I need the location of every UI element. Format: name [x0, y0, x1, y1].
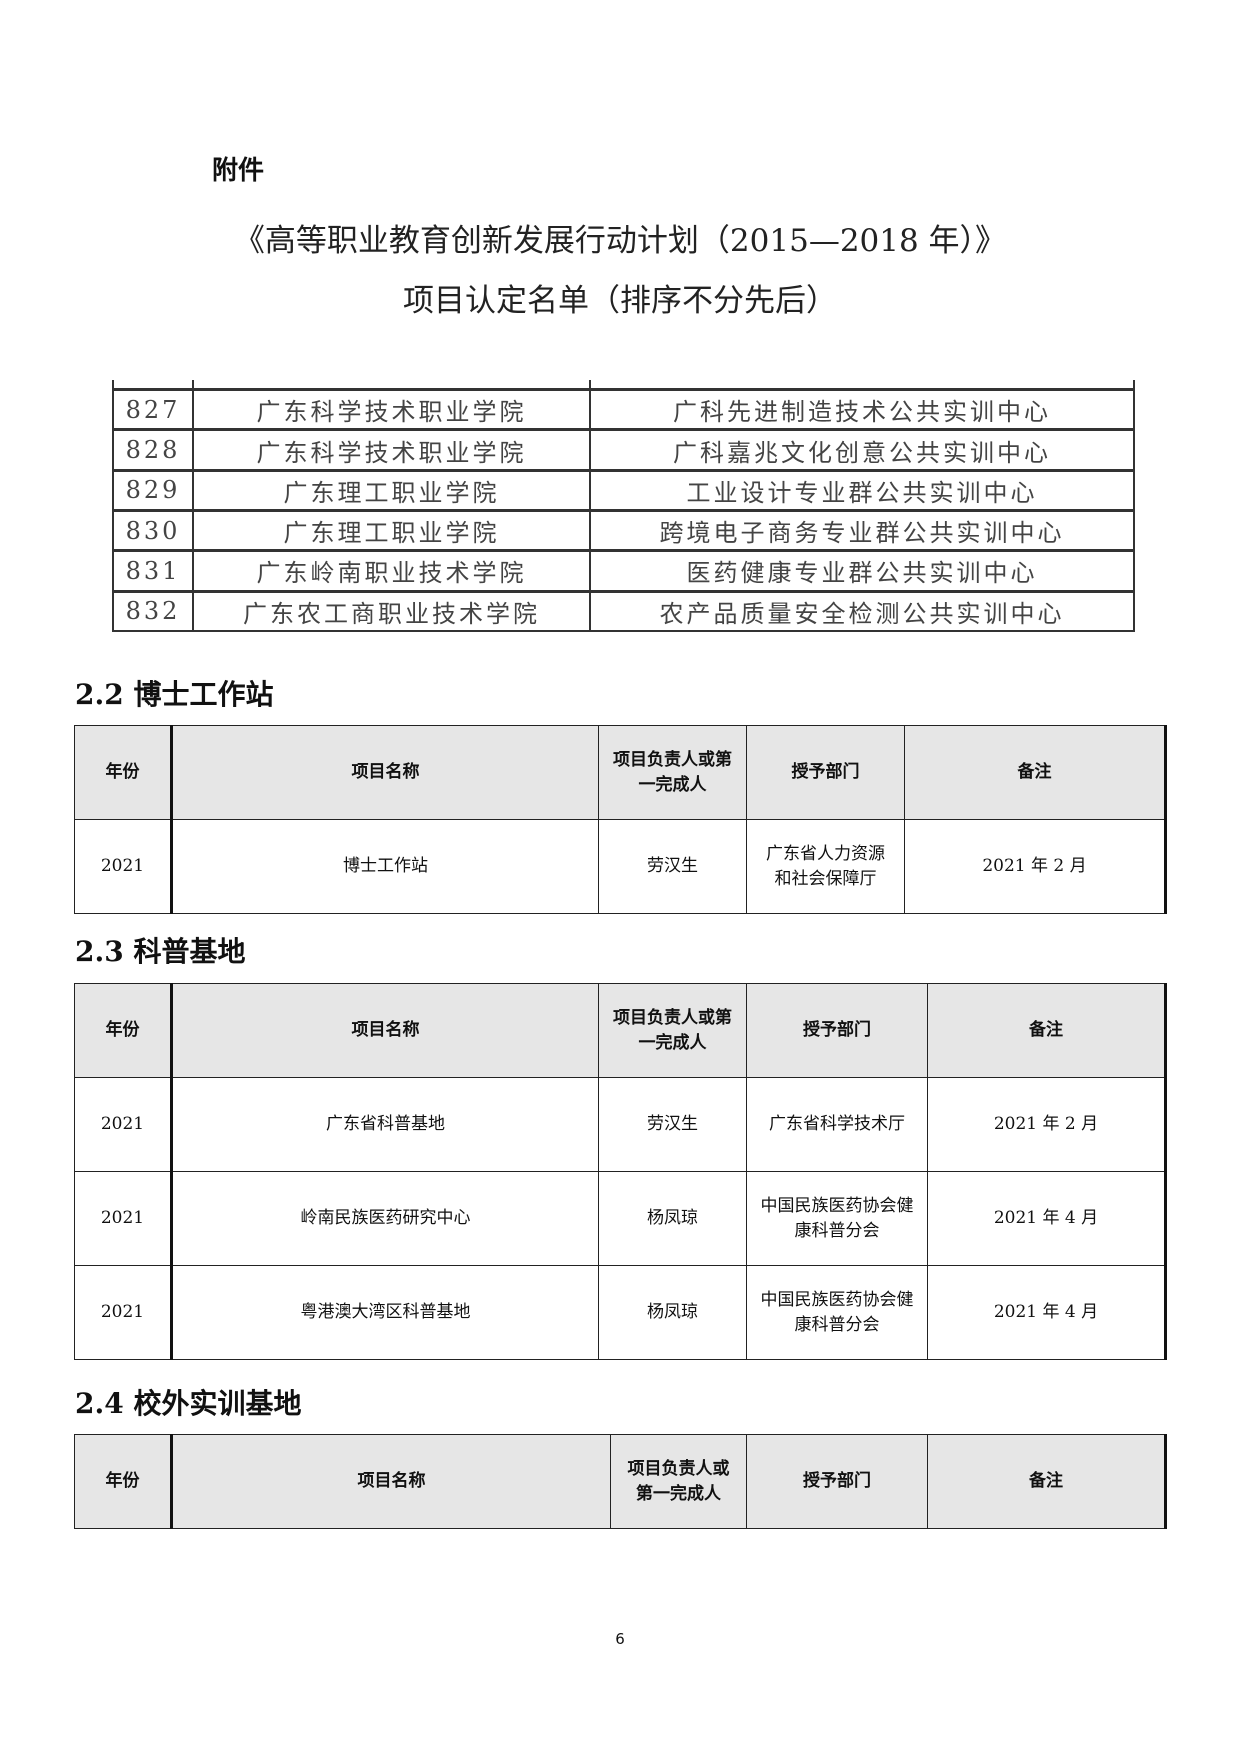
table-row: 829 广东理工职业学院 工业设计专业群公共实训中心: [112, 468, 1135, 512]
table-cell: 农产品质量安全检测公共实训中心: [589, 589, 1135, 632]
table-cell: 广东岭南职业技术学院: [192, 549, 591, 593]
table-cell: 中国民族医药协会健康科普分会: [746, 1265, 928, 1360]
science-base-table: 年份 项目名称 项目负责人或第一完成人 授予部门 备注 2021 广东省科普基地 劳汉生 广东省…: [74, 983, 1167, 1360]
column-header: 授予部门: [746, 1434, 928, 1529]
table-cell: 工业设计专业群公共实训中心: [589, 468, 1135, 512]
column-header: 授予部门: [746, 983, 928, 1078]
training-base-table: 年份 项目名称 项目负责人或第一完成人 授予部门 备注: [74, 1434, 1167, 1529]
table-cell: 827: [112, 388, 194, 431]
page-number: 6: [615, 1630, 625, 1648]
table-row: 2021 博士工作站 劳汉生 广东省人力资源和社会保障厅 2021 年 2 月: [74, 819, 1166, 914]
table-cell: 广东省科学技术厅: [746, 1077, 928, 1172]
column-header: 备注: [927, 983, 1166, 1078]
table-cell: 2021 年 2 月: [927, 1077, 1166, 1172]
table-cell: 广科先进制造技术公共实训中心: [589, 388, 1135, 431]
header-row: 年份 项目名称 项目负责人或第一完成人 授予部门 备注: [74, 1434, 1166, 1529]
table-row: 832 广东农工商职业技术学院 农产品质量安全检测公共实训中心: [112, 589, 1135, 632]
table-cell: 中国民族医药协会健康科普分会: [746, 1171, 928, 1266]
table-row: 831 广东岭南职业技术学院 医药健康专业群公共实训中心: [112, 549, 1135, 593]
table-cell: 828: [112, 428, 194, 472]
header-row: 年份 项目名称 项目负责人或第一完成人 授予部门 备注: [74, 725, 1166, 820]
header-row: 年份 项目名称 项目负责人或第一完成人 授予部门 备注: [74, 983, 1166, 1078]
table-cell: 博士工作站: [171, 819, 599, 914]
table-cell: 广东理工职业学院: [192, 468, 591, 512]
table-cell: 2021: [74, 1077, 173, 1172]
table-cell: 广东农工商职业技术学院: [192, 589, 591, 632]
column-header: 年份: [74, 725, 173, 820]
table-cell: 杨凤琼: [598, 1171, 747, 1266]
column-header: 项目负责人或第一完成人: [598, 983, 747, 1078]
section-title: 2.3 科普基地: [75, 935, 246, 968]
document-subtitle: 项目认定名单（排序不分先后）: [403, 283, 837, 319]
table-cell: 2021 年 2 月: [904, 819, 1166, 914]
section-title: 2.4 校外实训基地: [75, 1387, 302, 1420]
table-cell: 2021: [74, 819, 173, 914]
table-cell: 830: [112, 508, 194, 552]
column-header: 项目负责人或第一完成人: [610, 1434, 747, 1529]
column-header: 项目名称: [171, 983, 599, 1078]
column-header: 项目负责人或第一完成人: [598, 725, 747, 820]
table-cell: 广科嘉兆文化创意公共实训中心: [589, 428, 1135, 472]
attachment-label: 附件: [212, 156, 265, 186]
table-cell: 跨境电子商务专业群公共实训中心: [589, 508, 1135, 552]
section-title: 2.2 博士工作站: [75, 678, 274, 711]
table-cell: 劳汉生: [598, 819, 747, 914]
table-cell: 831: [112, 549, 194, 593]
column-header: 年份: [74, 983, 173, 1078]
column-header: 年份: [74, 1434, 173, 1529]
table-row: 827 广东科学技术职业学院 广科先进制造技术公共实训中心: [112, 388, 1135, 431]
table-row: 2021 粤港澳大湾区科普基地 杨凤琼 中国民族医药协会健康科普分会 2021 年 4 …: [74, 1265, 1166, 1360]
column-header: 授予部门: [746, 725, 905, 820]
table-cell: 广东科学技术职业学院: [192, 388, 591, 431]
table-cell: 岭南民族医药研究中心: [171, 1171, 599, 1266]
table-cell: 劳汉生: [598, 1077, 747, 1172]
table-cell: 医药健康专业群公共实训中心: [589, 549, 1135, 593]
table-cell: 广东理工职业学院: [192, 508, 591, 552]
column-header: 项目名称: [171, 725, 599, 820]
table-cell: 粤港澳大湾区科普基地: [171, 1265, 599, 1360]
table-row: 828 广东科学技术职业学院 广科嘉兆文化创意公共实训中心: [112, 428, 1135, 472]
column-header: 项目名称: [171, 1434, 611, 1529]
table-cell: 2021: [74, 1265, 173, 1360]
column-header: 备注: [904, 725, 1166, 820]
table-cell: 广东省科普基地: [171, 1077, 599, 1172]
table-cell: 829: [112, 468, 194, 512]
table-cell: 广东省人力资源和社会保障厅: [746, 819, 905, 914]
table-cell: 832: [112, 589, 194, 632]
table-cell: 2021: [74, 1171, 173, 1266]
table-cell: 2021 年 4 月: [927, 1265, 1166, 1360]
table-cell: 2021 年 4 月: [927, 1171, 1166, 1266]
table-row: 830 广东理工职业学院 跨境电子商务专业群公共实训中心: [112, 508, 1135, 552]
scanned-list-table: 827 广东科学技术职业学院 广科先进制造技术公共实训中心 828 广东科学技术职业学院…: [112, 380, 1135, 632]
table-row: 2021 岭南民族医药研究中心 杨凤琼 中国民族医药协会健康科普分会 2021 年 4 …: [74, 1171, 1166, 1266]
doctoral-workstation-table: 年份 项目名称 项目负责人或第一完成人 授予部门 备注 2021 博士工作站 劳汉生 广东省人力…: [74, 725, 1167, 914]
document-title: 《高等职业教育创新发展行动计划（2015—2018 年）》: [233, 223, 1007, 259]
table-cell: 杨凤琼: [598, 1265, 747, 1360]
table-row: 2021 广东省科普基地 劳汉生 广东省科学技术厅 2021 年 2 月: [74, 1077, 1166, 1172]
table-cell: 广东科学技术职业学院: [192, 428, 591, 472]
column-header: 备注: [927, 1434, 1166, 1529]
